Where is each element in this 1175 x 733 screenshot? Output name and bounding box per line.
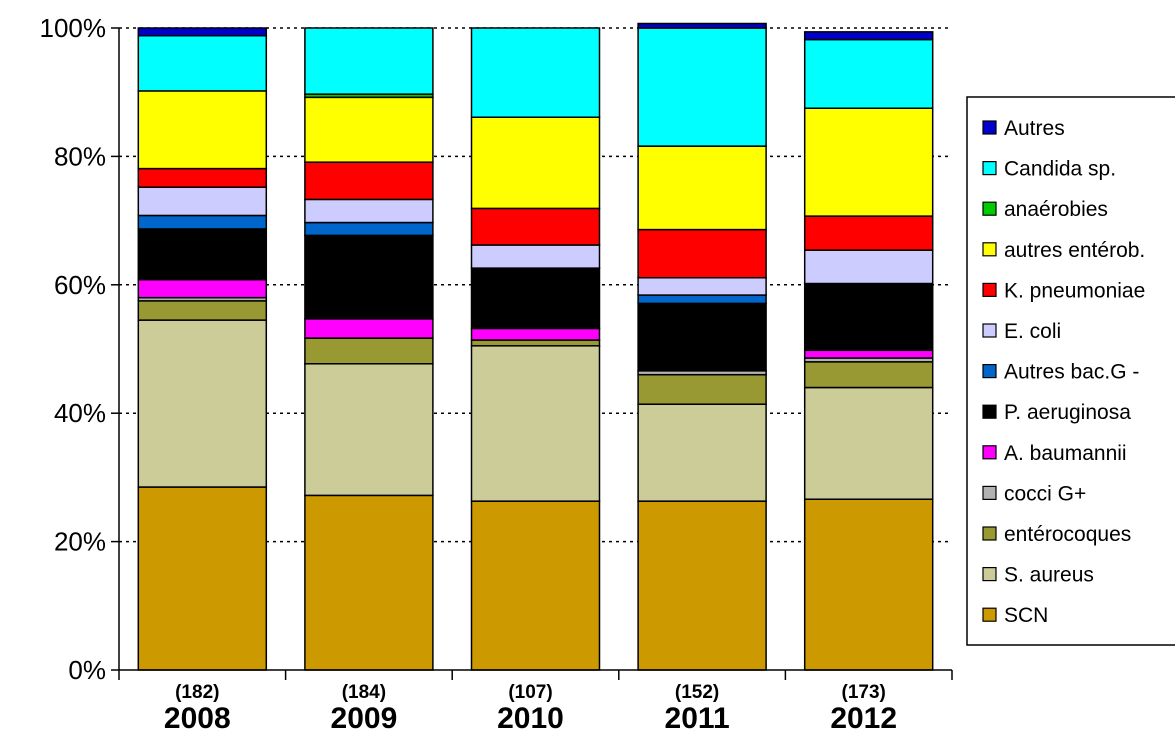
legend: Autres Candida sp. anaérobies autres entéro… [966,96,1175,646]
legend-entry-label: E. coli [1004,320,1061,343]
legend-entry-label: Autres bac.G - [1004,361,1139,384]
bar-segment [137,214,268,230]
bar-segment [470,345,601,502]
bar-segment [803,361,934,389]
bar-segment [137,186,268,217]
bar-segment [803,249,934,285]
bar-segment [470,327,601,341]
bar-segment [137,34,268,92]
bar-segment [803,215,934,251]
bar-segment [137,167,268,188]
bar-segment [637,373,767,405]
bar-segment [304,494,434,671]
bar-segment [637,302,767,372]
legend-entry-label: SCN [1004,604,1048,627]
bar-segment [304,337,434,365]
bar-segment [304,318,434,339]
sample-count-label: (107) [508,682,552,703]
legend-swatch [982,201,997,216]
legend-entry-label: S. aureus [1004,564,1094,587]
sample-count-label: (152) [675,682,719,703]
y-tick-label: 0% [68,655,106,685]
legend-entry-label: A. baumannii [1004,442,1127,465]
legend-swatch [982,607,997,622]
bar-segment [137,278,268,299]
bar-segment [304,221,434,237]
sample-count-label: (182) [175,682,219,703]
legend-entry-label: entérocoques [1004,523,1131,546]
legend-swatch [982,282,997,297]
bar-segment [470,27,601,118]
bar-segment [304,198,434,224]
x-category-label: 2010 [497,702,564,733]
bar-segment [470,267,601,330]
bar-segment [304,161,434,201]
bar-segment [470,244,601,269]
legend-swatch [982,120,997,135]
bar-segment [637,145,767,231]
bar-segment [137,486,268,671]
bar-segment [137,90,268,170]
legend-entry-label: Autres [1004,117,1065,140]
legend-swatch [982,323,997,338]
legend-entry-label: K. pneumoniae [1004,279,1145,302]
bar-segment [137,228,268,281]
legend-swatch [982,526,997,541]
legend-swatch [982,404,997,419]
bar-segment [803,282,934,352]
bar-segment [637,294,767,305]
bar-segment [637,228,767,279]
bar-segment [637,22,767,29]
x-category-label: 2009 [331,702,398,733]
legend-swatch [982,242,997,257]
bar-segment [803,31,934,41]
bar-segment [470,207,601,246]
bar-segment [304,363,434,497]
legend-swatch [982,445,997,460]
axes: 0% 20% 40% 60% 80% 100% (182)2008 (184)2009 (107… [40,13,953,733]
bar-segment [803,386,934,500]
bars [137,22,934,671]
bar-segment [470,500,601,671]
legend-swatch [982,364,997,379]
bar-segment [304,234,434,320]
bar-segment [637,27,767,147]
bar-segment [637,403,767,502]
y-tick-label: 60% [54,270,106,300]
bar-segment [803,498,934,671]
legend-box [966,96,1175,646]
legend-entry-label: anaérobies [1004,198,1108,221]
x-category-label: 2012 [830,702,897,733]
bar-segment [637,276,767,296]
x-category-label: 2011 [665,702,730,733]
legend-swatch [982,161,997,176]
bar-segment [137,27,268,37]
bar-segment [803,38,934,109]
x-category-label: 2008 [164,702,231,733]
legend-swatch [982,485,997,500]
legend-swatch [982,566,997,582]
bar-segment [803,107,934,217]
bar-segment [304,27,434,95]
y-tick-label: 80% [54,141,106,171]
bar-segment [470,116,601,210]
bar-segment [137,300,268,321]
bar-segment [470,339,601,347]
bar-segment [637,500,767,671]
y-tick-label: 40% [54,398,106,428]
bar-segment [304,96,434,163]
legend-entry-label: autres entérob. [1004,239,1145,262]
y-tick-label: 20% [54,527,106,557]
legend-entry-label: P. aeruginosa [1004,401,1131,424]
sample-count-label: (184) [342,682,386,703]
bar-segment [137,319,268,488]
legend-entry-label: cocci G+ [1004,482,1086,505]
bar-segment [803,349,934,359]
y-tick-label: 100% [40,13,107,43]
sample-count-label: (173) [842,682,886,703]
legend-entry-label: Candida sp. [1004,158,1116,181]
